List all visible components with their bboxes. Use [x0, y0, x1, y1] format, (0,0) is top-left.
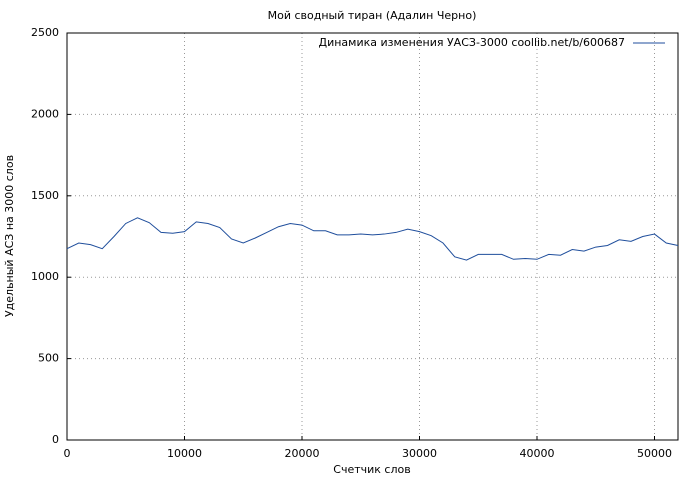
y-axis-label: Удельный АСЗ на 3000 слов [3, 155, 16, 317]
x-tick-label: 40000 [520, 447, 555, 460]
y-tick-label: 2000 [31, 107, 59, 120]
plot-frame [66, 32, 679, 441]
y-tick-label: 1500 [31, 189, 59, 202]
x-tick-label: 0 [64, 447, 71, 460]
chart-title: Мой сводный тиран (Адалин Черно) [268, 9, 477, 22]
y-tick-label: 1000 [31, 270, 59, 283]
x-tick-label: 50000 [637, 447, 672, 460]
x-tick-label: 10000 [167, 447, 202, 460]
y-tick-label: 0 [52, 433, 59, 446]
y-tick-label: 500 [38, 352, 59, 365]
x-tick-label: 20000 [285, 447, 320, 460]
legend-label: Динамика изменения УАСЗ-3000 coollib.net… [319, 36, 626, 49]
line-series [66, 217, 679, 261]
x-axis-label: Счетчик слов [333, 463, 410, 476]
y-tick-label: 2500 [31, 26, 59, 39]
x-tick-label: 30000 [402, 447, 437, 460]
